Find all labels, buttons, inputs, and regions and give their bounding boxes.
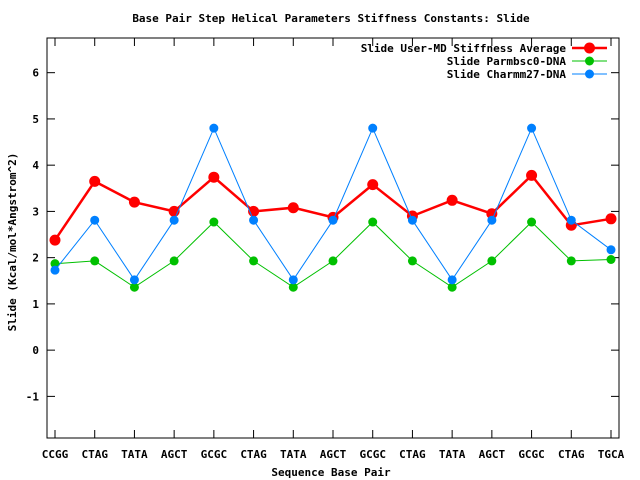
x-tick-label: TGCA: [598, 448, 625, 461]
series-point: [566, 256, 576, 266]
x-tick-label: CCGG: [42, 448, 69, 461]
series-point: [368, 217, 378, 227]
y-tick-label: 1: [32, 298, 39, 311]
series-point: [50, 265, 60, 275]
x-tick-label: TATA: [439, 448, 466, 461]
series-point: [90, 215, 100, 225]
series-3: [50, 123, 616, 285]
y-axis-ticks: -1 0 1 2 3 4 5 6: [26, 67, 619, 403]
plot-area: [46, 37, 620, 439]
y-tick-label: 0: [32, 344, 39, 357]
series-1: [49, 169, 617, 246]
series-point: [249, 256, 259, 266]
series-point: [487, 256, 497, 266]
y-tick-label: -1: [26, 390, 40, 403]
series-point: [209, 217, 219, 227]
series-point: [446, 194, 458, 206]
y-tick-label: 3: [32, 205, 39, 218]
series-point: [129, 282, 139, 292]
series-point: [89, 175, 101, 187]
series-point: [526, 169, 538, 181]
series-point: [407, 215, 417, 225]
x-tick-label: AGCT: [161, 448, 188, 461]
legend-marker: [584, 42, 595, 54]
legend-marker: [585, 56, 594, 66]
series-point: [487, 215, 497, 225]
x-tick-label: GCGC: [359, 448, 386, 461]
series-point: [606, 255, 616, 265]
series-point: [527, 217, 537, 227]
series-point: [328, 256, 338, 266]
series-point: [50, 259, 60, 269]
x-tick-label: CTAG: [81, 448, 108, 461]
series-line: [54, 221, 612, 288]
x-tick-label: GCGC: [201, 448, 228, 461]
series-point: [527, 123, 537, 133]
series-point: [169, 215, 179, 225]
y-axis-label: Slide (Kcal/mol*Angstrom^2): [6, 153, 19, 332]
series-point: [129, 275, 139, 285]
legend-label: Slide User-MD Stiffness Average: [361, 42, 567, 55]
series-point: [566, 215, 576, 225]
series-point: [288, 282, 298, 292]
series-point: [249, 215, 259, 225]
legend-label: Slide Parmbsc0-DNA: [447, 55, 567, 68]
series-2: [50, 217, 616, 292]
x-tick-label: TATA: [121, 448, 148, 461]
series-point: [606, 245, 616, 255]
series-point: [288, 275, 298, 285]
series-point: [447, 282, 457, 292]
series-point: [447, 275, 457, 285]
x-axis-ticks: CCGG CTAG TATA AGCT GCGC CTAG TATA AGCT GCGC CTAG…: [42, 38, 625, 461]
series-point: [169, 256, 179, 266]
series-point: [368, 123, 378, 133]
series-point: [49, 234, 61, 246]
series-point: [209, 123, 219, 133]
x-tick-label: TATA: [280, 448, 307, 461]
y-tick-label: 5: [32, 113, 39, 126]
series-point: [287, 202, 299, 214]
series-point: [208, 171, 220, 183]
y-tick-label: 6: [32, 67, 39, 80]
legend-label: Slide Charmm27-DNA: [447, 68, 567, 81]
y-tick-label: 4: [32, 159, 39, 172]
series-point: [407, 256, 417, 266]
series-point: [605, 213, 617, 225]
series-point: [367, 179, 379, 191]
x-tick-label: GCGC: [518, 448, 545, 461]
x-tick-label: CTAG: [240, 448, 267, 461]
y-tick-label: 2: [32, 252, 39, 265]
legend-marker: [585, 69, 594, 79]
series-point: [328, 215, 338, 225]
x-tick-label: AGCT: [479, 448, 506, 461]
x-axis-label: Sequence Base Pair: [271, 466, 391, 479]
series-point: [90, 256, 100, 266]
x-tick-label: CTAG: [399, 448, 426, 461]
series-layer: [49, 123, 617, 292]
series-point: [128, 196, 140, 208]
chart-title: Base Pair Step Helical Parameters Stiffn…: [132, 12, 530, 25]
plot-frame: [46, 37, 620, 439]
x-tick-label: CTAG: [558, 448, 585, 461]
x-tick-label: AGCT: [320, 448, 347, 461]
series-line: [53, 173, 612, 241]
series-point: [486, 208, 498, 220]
